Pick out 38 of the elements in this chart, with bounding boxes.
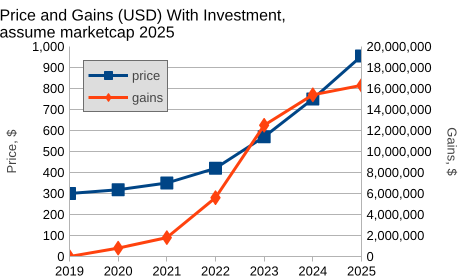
y2-tick-label: 2,000,000 [366, 228, 424, 243]
x-tick-label: 2020 [104, 264, 133, 278]
y-tick-label: 700 [42, 102, 65, 117]
y-tick-label: 300 [42, 186, 65, 201]
y-tick-label: 600 [42, 123, 65, 138]
x-tick-label: 2025 [347, 264, 376, 278]
y-tick-label: 1,000 [32, 39, 65, 54]
x-tick-label: 2024 [298, 264, 328, 278]
chart-title: Price and Gains (USD) With Investment, assume marketcap 2025 [0, 8, 286, 42]
y2-tick-label: 6,000,000 [366, 186, 424, 201]
legend-label: price [132, 68, 160, 82]
y-tick-label: 100 [42, 228, 65, 243]
x-tick-label: 2019 [55, 264, 84, 278]
legend-label: gains [132, 90, 164, 104]
y2-axis-title: Gains, $ [444, 127, 460, 176]
y2-tick-label: 16,000,000 [366, 81, 432, 96]
y2-tick-label: 4,000,000 [366, 207, 424, 222]
y-tick-label: 500 [42, 144, 65, 159]
x-tick-label: 2022 [201, 264, 230, 278]
y-tick-label: 900 [42, 60, 65, 75]
y2-tick-label: 18,000,000 [366, 60, 432, 75]
point [160, 176, 174, 190]
x-tick-label: 2021 [152, 264, 182, 278]
x-tick-label: 2023 [250, 264, 279, 278]
y2-tick-label: 20,000,000 [366, 39, 432, 54]
y2-tick-label: 0 [366, 249, 374, 264]
y-tick-label: 200 [42, 207, 65, 222]
y2-tick-label: 12,000,000 [366, 123, 432, 138]
y-tick-label: 400 [42, 165, 65, 180]
y2-tick-label: 10,000,000 [366, 144, 432, 159]
y2-tick-label: 8,000,000 [366, 165, 424, 180]
y-axis-title: Price, $ [4, 128, 19, 174]
y-tick-label: 0 [57, 249, 65, 264]
y2-tick-label: 14,000,000 [366, 102, 432, 117]
point [210, 190, 221, 206]
point [112, 183, 125, 196]
y-tick-label: 800 [42, 81, 65, 96]
point [209, 162, 222, 175]
